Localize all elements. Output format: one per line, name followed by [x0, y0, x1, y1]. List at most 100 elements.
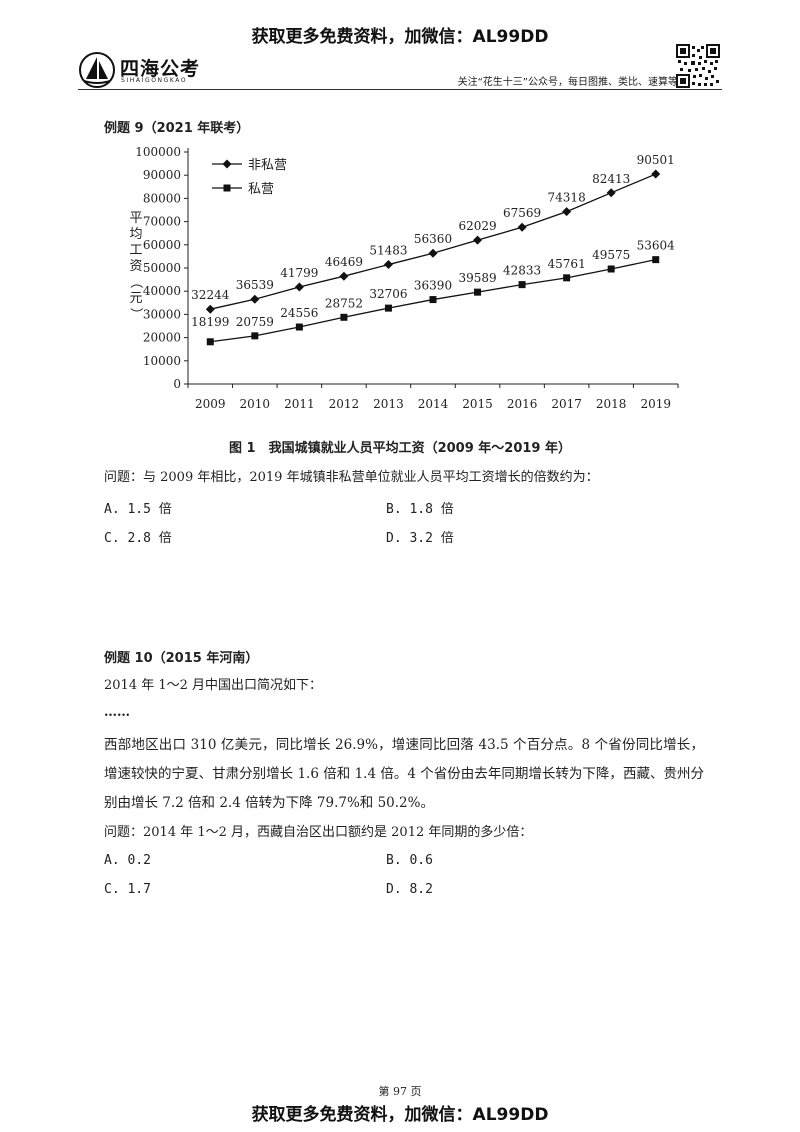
- x-tick-label: 2018: [596, 397, 627, 411]
- q9-title: 例题 9（2021 年联考）: [104, 121, 250, 136]
- y-axis-label-char: 均: [129, 227, 142, 242]
- qr-code-icon: [676, 44, 720, 88]
- data-point-square: [652, 256, 660, 264]
- data-point-diamond: [428, 248, 438, 258]
- q10-option-a[interactable]: A. 0.2: [104, 853, 151, 868]
- data-point-square: [474, 288, 482, 296]
- data-label: 74318: [548, 191, 586, 205]
- y-axis-label-char: 元: [129, 291, 142, 306]
- data-point-diamond: [606, 188, 616, 198]
- q10-paragraph: 西部地区出口 310 亿美元，同比增长 26.9%，增速同比回落 43.5 个百…: [104, 737, 704, 811]
- q9-question: 问题：与 2009 年相比，2019 年城镇非私营单位就业人员平均工资增长的倍数…: [104, 470, 599, 485]
- data-point-square: [607, 265, 615, 273]
- y-axis-label-char: 资: [129, 259, 142, 274]
- q10-option-c[interactable]: C. 1.7: [104, 882, 151, 897]
- q10-option-b[interactable]: B. 0.6: [386, 853, 433, 868]
- y-axis-label-char: 平: [129, 211, 142, 226]
- data-point-square: [563, 274, 571, 282]
- y-tick-label: 20000: [143, 331, 181, 345]
- logo-name: 四海公考: [120, 58, 201, 80]
- y-tick-label: 40000: [143, 284, 181, 298]
- q10-title: 例题 10（2015 年河南）: [104, 651, 259, 666]
- q9-figure-caption: 图 1 我国城镇就业人员平均工资（2009 年～2019 年）: [229, 441, 571, 456]
- data-label: 32244: [191, 288, 230, 302]
- q10-option-d[interactable]: D. 8.2: [386, 882, 433, 897]
- data-point-diamond: [651, 169, 661, 179]
- data-point-square: [518, 281, 526, 289]
- data-point-square: [251, 332, 259, 340]
- data-label: 62029: [458, 219, 496, 233]
- data-label: 39589: [458, 271, 496, 285]
- sailboat-logo-icon: [79, 52, 115, 88]
- bottom-banner: 获取更多免费资料，加微信：AL99DD: [251, 1105, 549, 1125]
- data-point-square: [340, 313, 348, 321]
- logo-subtitle: SIHAIGONGKAO: [121, 77, 188, 84]
- y-tick-label: 10000: [143, 354, 181, 368]
- x-tick-label: 2009: [195, 397, 226, 411]
- data-label: 28752: [325, 296, 363, 310]
- q10-intro: 2014 年 1～2 月中国出口简况如下：: [104, 678, 323, 693]
- data-label: 49575: [592, 248, 630, 262]
- y-tick-label: 50000: [143, 261, 181, 275]
- data-label: 51483: [369, 244, 407, 258]
- q9-option-b[interactable]: B. 1.8 倍: [386, 502, 454, 517]
- legend-label-nonprivate: 非私营: [248, 158, 287, 173]
- x-tick-label: 2011: [284, 397, 315, 411]
- q10-question: 问题：2014 年 1～2 月，西藏自治区出口额约是 2012 年同期的多少倍：: [104, 825, 533, 840]
- data-label: 45761: [548, 257, 586, 271]
- data-label: 20759: [236, 315, 274, 329]
- y-tick-label: 80000: [143, 191, 181, 205]
- header-note: 关注“花生十三”公众号，每日图推、类比、速算等: [457, 77, 678, 88]
- y-tick-label: 100000: [135, 145, 181, 159]
- y-axis-label-char: ）: [128, 307, 143, 320]
- data-point-diamond: [517, 222, 527, 232]
- data-label: 56360: [414, 232, 452, 246]
- data-label: 46469: [325, 255, 363, 269]
- x-tick-label: 2015: [462, 397, 493, 411]
- header-divider: [78, 89, 722, 90]
- legend-marker-square: [223, 184, 231, 192]
- y-axis-label-char: 工: [129, 243, 142, 258]
- x-tick-label: 2012: [329, 397, 360, 411]
- y-axis-label-char: （: [128, 275, 143, 288]
- y-tick-label: 30000: [143, 307, 181, 321]
- data-label: 67569: [503, 206, 541, 220]
- salary-line-chart: 0 10000 20000 30000 40000 50000 60000 70000 8000…: [128, 145, 679, 411]
- data-label: 82413: [592, 172, 630, 186]
- data-label: 18199: [191, 315, 229, 329]
- data-point-square: [384, 304, 392, 312]
- legend-marker-diamond: [222, 159, 232, 169]
- x-tick-label: 2019: [640, 397, 671, 411]
- data-point-square: [429, 296, 437, 304]
- data-label: 90501: [637, 153, 675, 167]
- x-tick-label: 2016: [507, 397, 538, 411]
- data-point-diamond: [250, 294, 260, 304]
- legend-label-private: 私营: [248, 182, 274, 197]
- data-label: 36390: [414, 279, 452, 293]
- data-label: 53604: [637, 239, 676, 253]
- data-point-diamond: [339, 271, 349, 281]
- data-point-diamond: [473, 235, 483, 245]
- q10-ellipsis: ……: [104, 705, 130, 720]
- data-point-square: [206, 338, 214, 346]
- y-tick-label: 70000: [143, 215, 181, 229]
- x-tick-label: 2010: [240, 397, 271, 411]
- logo: 四海公考 SIHAIGONGKAO: [78, 52, 218, 88]
- x-tick-label: 2013: [373, 397, 404, 411]
- data-point-square: [295, 323, 303, 331]
- data-label: 24556: [280, 306, 318, 320]
- data-label: 32706: [369, 287, 407, 301]
- x-tick-label: 2017: [551, 397, 582, 411]
- page-number: 第 97 页: [378, 1085, 422, 1098]
- y-tick-label: 60000: [143, 238, 181, 252]
- data-point-diamond: [562, 207, 572, 217]
- x-tick-label: 2014: [418, 397, 449, 411]
- q9-option-c[interactable]: C. 2.8 倍: [104, 531, 172, 546]
- data-label: 41799: [280, 266, 318, 280]
- q9-option-d[interactable]: D. 3.2 倍: [386, 531, 454, 546]
- q9-option-a[interactable]: A. 1.5 倍: [104, 502, 172, 517]
- data-point-diamond: [383, 260, 393, 270]
- y-tick-label: 90000: [143, 168, 181, 182]
- data-label: 42833: [503, 264, 541, 278]
- data-point-diamond: [205, 304, 215, 314]
